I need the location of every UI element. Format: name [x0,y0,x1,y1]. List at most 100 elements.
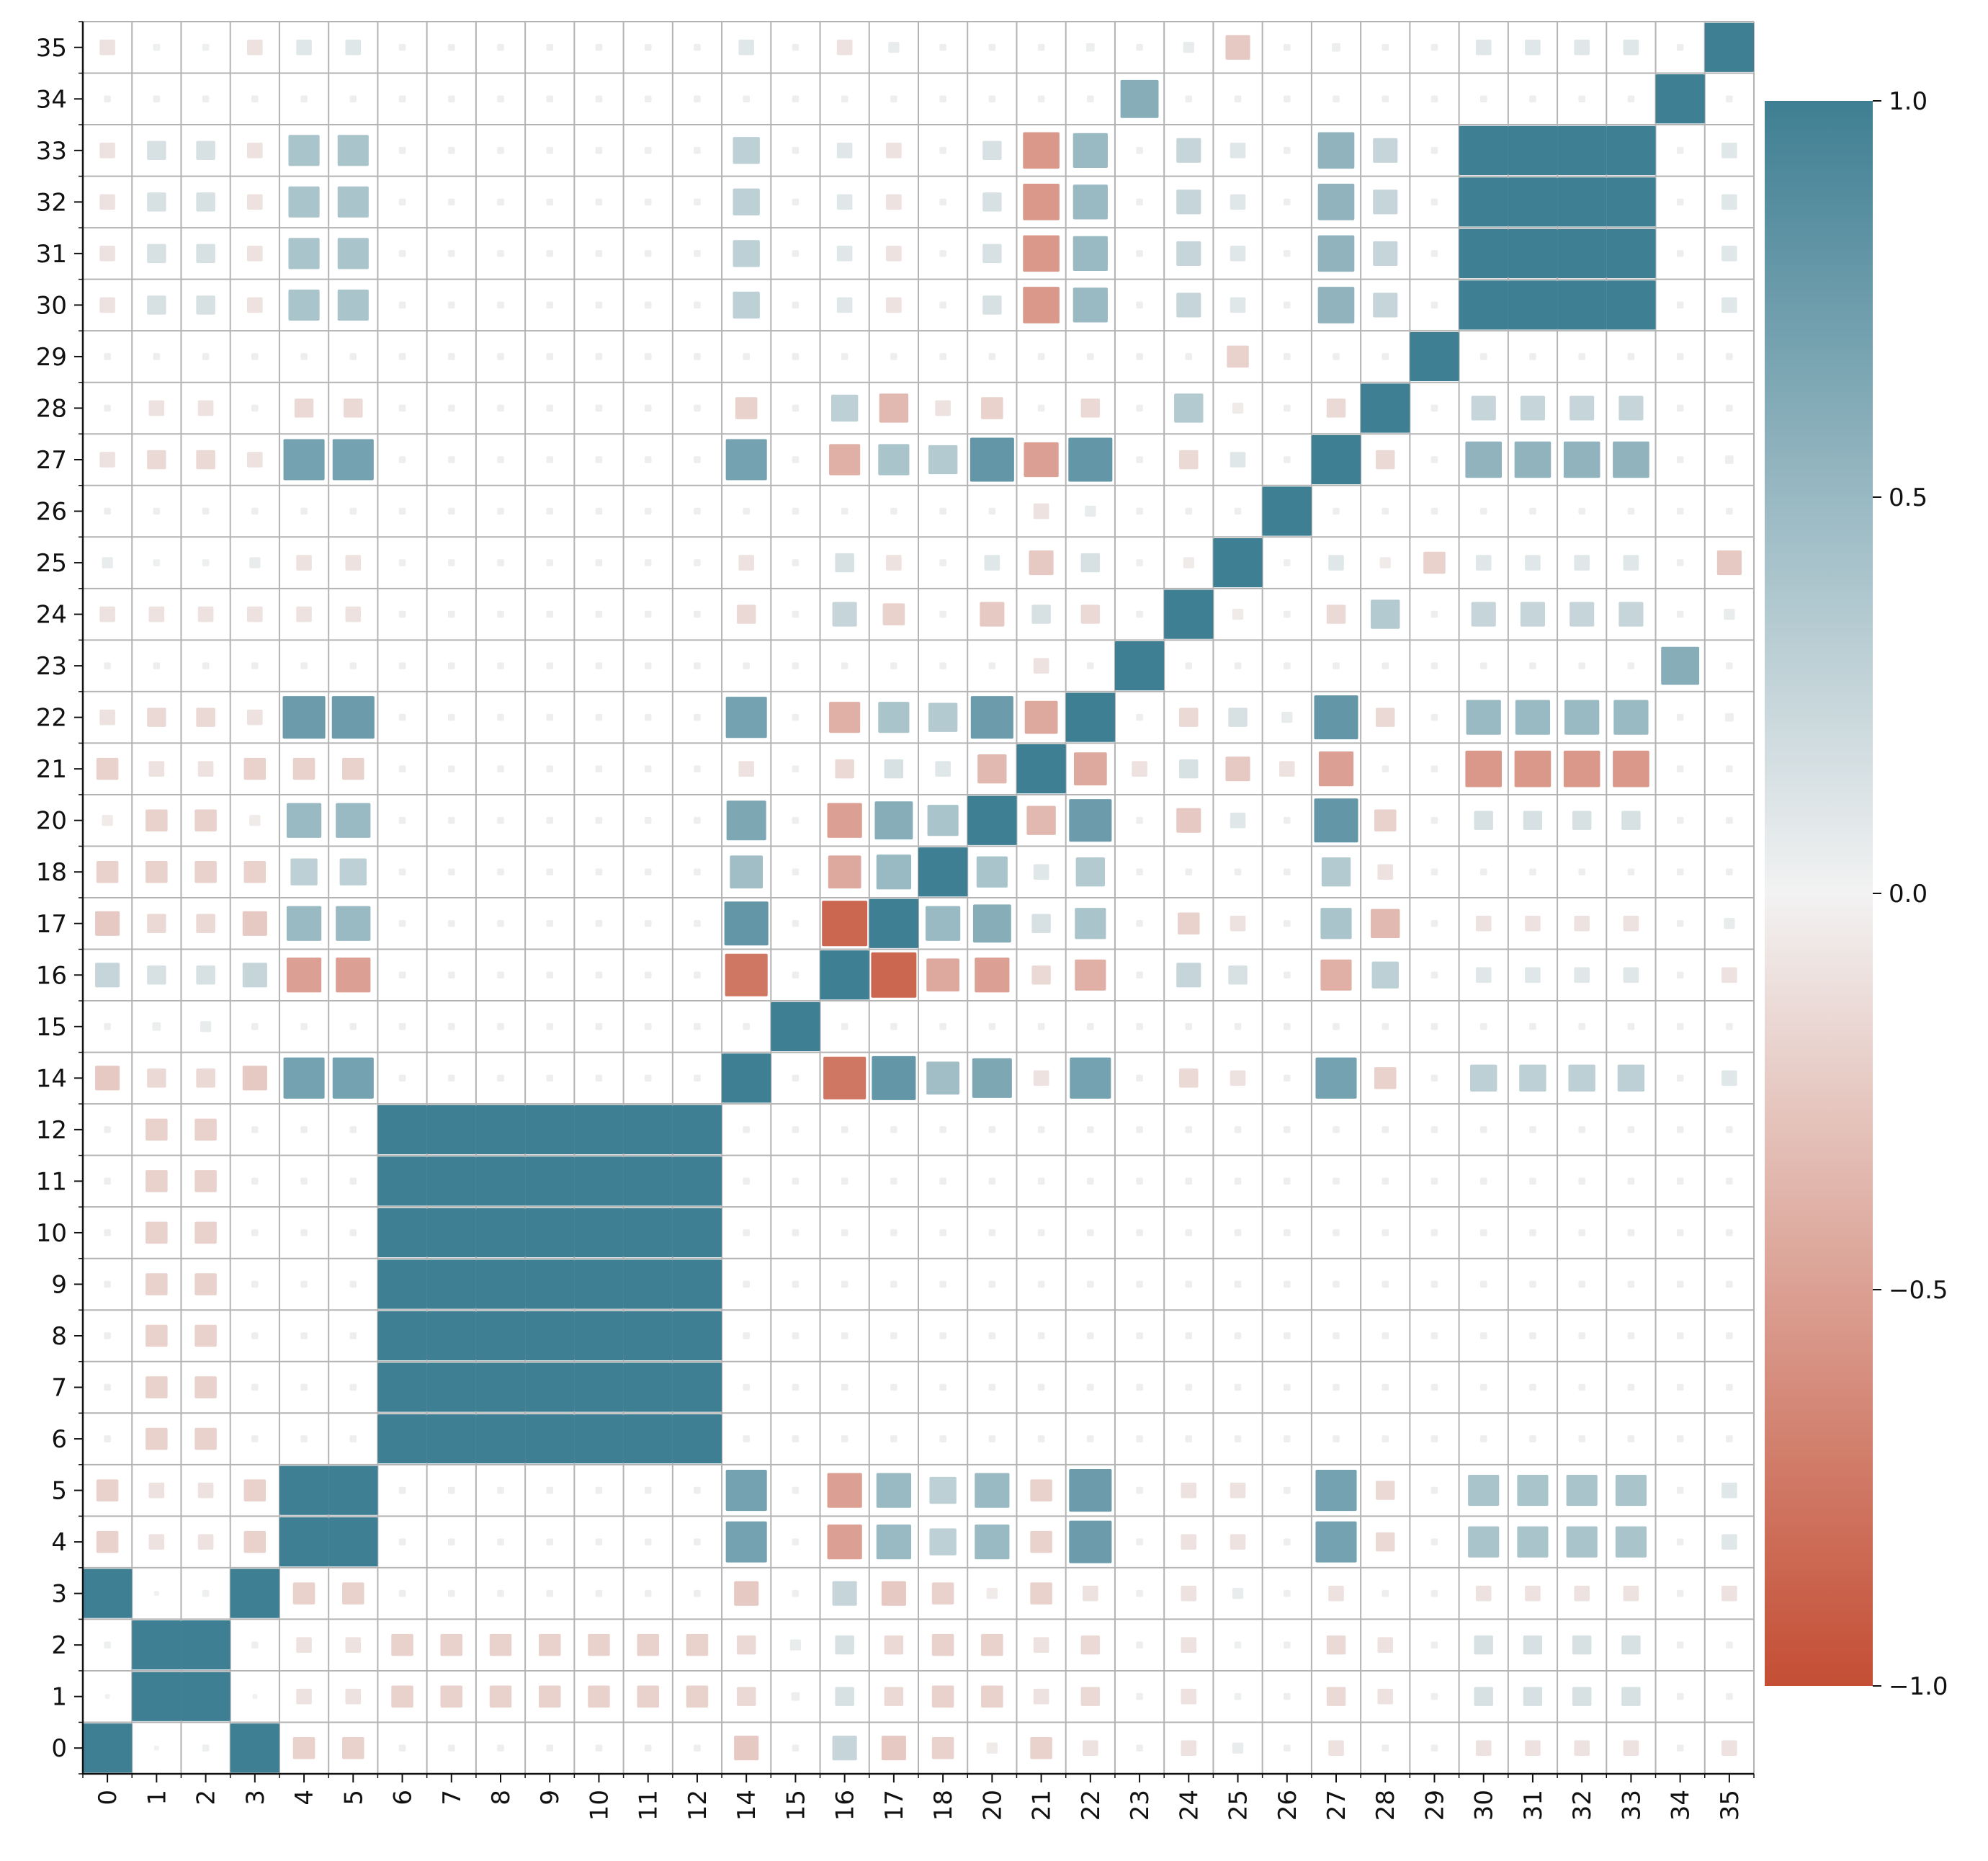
heatmap-cell [1181,1740,1197,1757]
x-tick-label: 14 [733,1790,761,1821]
heatmap-cell [939,95,946,103]
heatmap-cell [337,135,369,166]
heatmap-cell [736,1687,756,1706]
y-tick-label: 24 [36,601,67,630]
heatmap-cell [398,1538,406,1545]
heatmap-cell [1024,700,1058,734]
heatmap-cell [988,95,996,103]
heatmap-cell [935,761,951,777]
heatmap-cell [1721,967,1737,983]
heatmap-cell [872,1056,916,1100]
heatmap-cell [1283,868,1291,876]
heatmap-cell [1627,507,1635,515]
heatmap-cell [1724,713,1734,722]
heatmap-cell [881,1581,906,1606]
heatmap-cell [890,1435,897,1442]
heatmap-cell [546,456,554,463]
heatmap-cell [83,1568,133,1618]
heatmap-cell [743,1332,750,1339]
heatmap-cell [1283,353,1291,360]
heatmap-cell [1068,437,1113,482]
heatmap-cell [835,1635,854,1655]
heatmap-cell [398,971,406,979]
heatmap-cell [644,43,652,51]
heatmap-cell [447,250,455,257]
heatmap-cell [331,696,375,739]
heatmap-cell [251,1023,259,1030]
heatmap-cell [447,765,455,772]
y-tick-label: 2 [51,1631,67,1660]
heatmap-cell [300,1435,308,1442]
heatmap-cell [497,250,504,257]
heatmap-cell [694,198,701,206]
heatmap-cell [1574,555,1590,571]
heatmap-cell [398,250,406,257]
heatmap-cell [1627,1280,1635,1288]
heatmap-cell [1283,250,1291,257]
heatmap-cell [1016,744,1066,794]
heatmap-cell [1376,1481,1395,1500]
heatmap-cell [1563,750,1600,787]
heatmap-cell [104,507,111,515]
heatmap-cell [694,919,701,927]
heatmap-cell [820,950,869,1000]
heatmap-cell [888,42,900,53]
heatmap-cell [672,1259,722,1309]
heatmap-cell [1578,1023,1585,1030]
heatmap-cell [1232,608,1244,620]
heatmap-cell [733,291,760,319]
heatmap-cell [884,759,904,779]
heatmap-cell [939,559,946,566]
heatmap-cell [1676,816,1684,824]
heatmap-cell [1037,1332,1045,1339]
heatmap-cell [398,919,406,927]
x-tick-label: 27 [1322,1790,1351,1821]
heatmap-cell [1724,608,1735,620]
heatmap-cell [890,1126,897,1133]
heatmap-cell [972,904,1011,943]
heatmap-cell [1181,1482,1197,1499]
heatmap-cell [1087,1229,1094,1236]
heatmap-cell [1627,662,1635,669]
heatmap-cell [1479,507,1487,515]
y-tick-label: 32 [36,188,67,217]
heatmap-cell [546,1538,554,1545]
heatmap-cell [153,43,161,51]
heatmap-cell [96,860,119,883]
heatmap-cell [835,759,854,779]
heatmap-cell [792,610,800,618]
heatmap-cell [890,1023,897,1030]
heatmap-cell [1479,353,1487,360]
y-tick-label: 15 [36,1013,67,1042]
heatmap-cell [988,1229,996,1236]
heatmap-cell [194,1324,217,1347]
heatmap-cell [1213,537,1263,588]
heatmap-cell [251,1177,259,1185]
heatmap-cell [986,1742,998,1754]
heatmap-cell [574,1414,624,1464]
heatmap-cell [841,1023,849,1030]
heatmap-cell [926,1061,960,1095]
heatmap-cell [202,95,210,103]
heatmap-cell [251,662,259,669]
heatmap-cell [644,1486,652,1494]
heatmap-cell [145,1221,168,1244]
heatmap-cell [595,456,603,463]
heatmap-cell [886,246,902,262]
heatmap-cell [251,1229,259,1236]
heatmap-cell [644,1538,652,1545]
heatmap-cell [1087,1023,1094,1030]
heatmap-cell [792,404,800,412]
heatmap-cell [1676,1486,1684,1494]
heatmap-cell [644,868,652,876]
heatmap-cell [1281,712,1293,723]
heatmap-cell [426,1208,476,1258]
heatmap-cell [1721,1740,1737,1757]
heatmap-cell [644,301,652,309]
heatmap-cell [1379,557,1391,568]
heatmap-cell [153,1591,159,1597]
heatmap-cell [1315,1470,1357,1512]
heatmap-cell [637,1633,659,1656]
heatmap-cell [644,147,652,154]
